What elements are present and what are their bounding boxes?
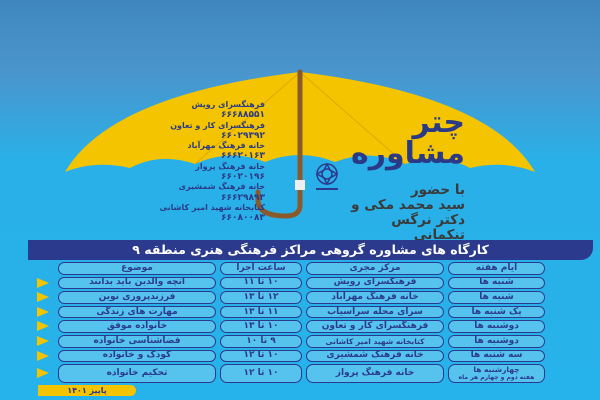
time-cell: ۱۰ تا ۱۲ <box>220 349 302 363</box>
arrow-icon <box>37 292 49 303</box>
header-time: ساعت اجرا <box>220 262 302 275</box>
organization-logo-icon <box>315 162 339 190</box>
day-note: هفته دوم و چهارم هر ماه <box>458 374 535 382</box>
topic-cell: مهارت های زندگی <box>58 305 216 319</box>
arrow-icon <box>37 277 49 288</box>
contact-item: فرهنگسرای رویش ۶۶۶۸۸۵۵۱ <box>191 100 265 121</box>
time-cell: ۱۰ تا ۱۲ <box>220 364 302 384</box>
header-day: ایام هفته <box>448 262 545 275</box>
contact-item: خانه فرهنگ مهرآباد ۶۶۶۲۰۱۶۳ <box>187 141 265 162</box>
umbrella-handle <box>255 69 303 219</box>
arrow-icon <box>37 368 49 379</box>
arrow-icon <box>37 350 49 361</box>
schedule-banner: کارگاه های مشاوره گروهی مراکز فرهنگی هنر… <box>28 240 593 260</box>
contact-item: فرهنگسرای کار و تعاون ۶۶۰۲۹۳۹۲ <box>170 120 265 141</box>
umbrella-illustration <box>65 69 535 219</box>
contact-item: خانه فرهنگ شمشیری ۶۶۶۲۹۸۹۳ <box>178 182 265 203</box>
center-cell: فرهنگسرای رویش <box>306 276 444 290</box>
day-cell: شنبه ها <box>448 291 545 304</box>
center-cell: کتابخانه شهید امیر کاشانی <box>306 334 444 348</box>
arrow-icon <box>37 306 49 317</box>
time-cell: ۱۱ تا ۱۳ <box>220 305 302 319</box>
topic-cell: خانواده موفق <box>58 320 216 333</box>
table-row: یک شنبه ها سرای محله سرآسیاب ۱۱ تا ۱۳ مه… <box>37 305 547 320</box>
center-cell: سرای محله سرآسیاب <box>306 305 444 319</box>
time-cell: ۹ تا ۱۰ <box>220 334 302 348</box>
guest-speakers: با حضور سید محمد مکی و دکتر نرگس تنکمانی <box>351 182 465 243</box>
day-cell: دوشنبه ها <box>448 320 545 333</box>
center-cell: خانه فرهنگ شمشیری <box>306 349 444 363</box>
arrow-icon <box>37 321 49 332</box>
contact-item: کتابخانه شهید امیر کاشانی ۶۶۰۸۰۰۸۳ <box>159 202 265 224</box>
day-cell: سه شنبه ها <box>448 349 545 363</box>
topic-cell: کودک و خانواده <box>58 349 216 363</box>
season-date-badge: پاییز ۱۴۰۱ <box>38 385 136 396</box>
time-cell: ۱۰ تا ۱۱ <box>220 276 302 290</box>
time-cell: ۱۰ تا ۱۳ <box>220 320 302 333</box>
day-cell: شنبه ها <box>448 276 545 290</box>
table-row: چهارشنبه ها هفته دوم و چهارم هر ماه خانه … <box>37 363 547 384</box>
center-cell: خانه فرهنگ مهرآباد <box>306 291 444 304</box>
header-topic: موضوع <box>58 262 216 275</box>
table-row: سه شنبه ها خانه فرهنگ شمشیری ۱۰ تا ۱۲ کو… <box>37 349 547 364</box>
header-center: مرکز مجری <box>306 262 444 275</box>
contact-list: فرهنگسرای رویش ۶۶۶۸۸۵۵۱ فرهنگسرای کار و ت… <box>140 100 265 224</box>
contact-item: خانه فرهنگ پرواز ۶۶۰۲۰۱۹۶ <box>195 161 265 183</box>
day-label: چهارشنبه ها <box>473 365 520 375</box>
arrow-icon <box>37 335 49 346</box>
schedule-table: ایام هفته مرکز مجری ساعت اجرا موضوع شنبه… <box>37 261 547 384</box>
topic-cell: تحکیم خانواده <box>58 364 216 384</box>
topic-cell: آنچه والدین باید بدانند <box>58 276 216 290</box>
center-cell: فرهنگسرای کار و تعاون <box>306 320 444 333</box>
poster-title: چتر مشاوره <box>351 105 465 171</box>
topic-cell: فضاشناسی خانواده <box>58 334 216 348</box>
time-cell: ۱۲ تا ۱۳ <box>220 291 302 304</box>
table-row: دوشنبه ها کتابخانه شهید امیر کاشانی ۹ تا… <box>37 334 547 349</box>
day-cell: یک شنبه ها <box>448 305 545 319</box>
table-row: شنبه ها خانه فرهنگ مهرآباد ۱۲ تا ۱۳ فرزن… <box>37 290 547 305</box>
day-cell: چهارشنبه ها هفته دوم و چهارم هر ماه <box>448 364 545 384</box>
umbrella-strap <box>295 180 305 190</box>
center-cell: خانه فرهنگ پرواز <box>306 364 444 384</box>
table-row: شنبه ها فرهنگسرای رویش ۱۰ تا ۱۱ آنچه وال… <box>37 276 547 291</box>
day-cell: دوشنبه ها <box>448 334 545 348</box>
table-row: دوشنبه ها فرهنگسرای کار و تعاون ۱۰ تا ۱۳… <box>37 319 547 334</box>
table-header-row: ایام هفته مرکز مجری ساعت اجرا موضوع <box>55 261 547 276</box>
topic-cell: فرزندپروری نوین <box>58 291 216 304</box>
